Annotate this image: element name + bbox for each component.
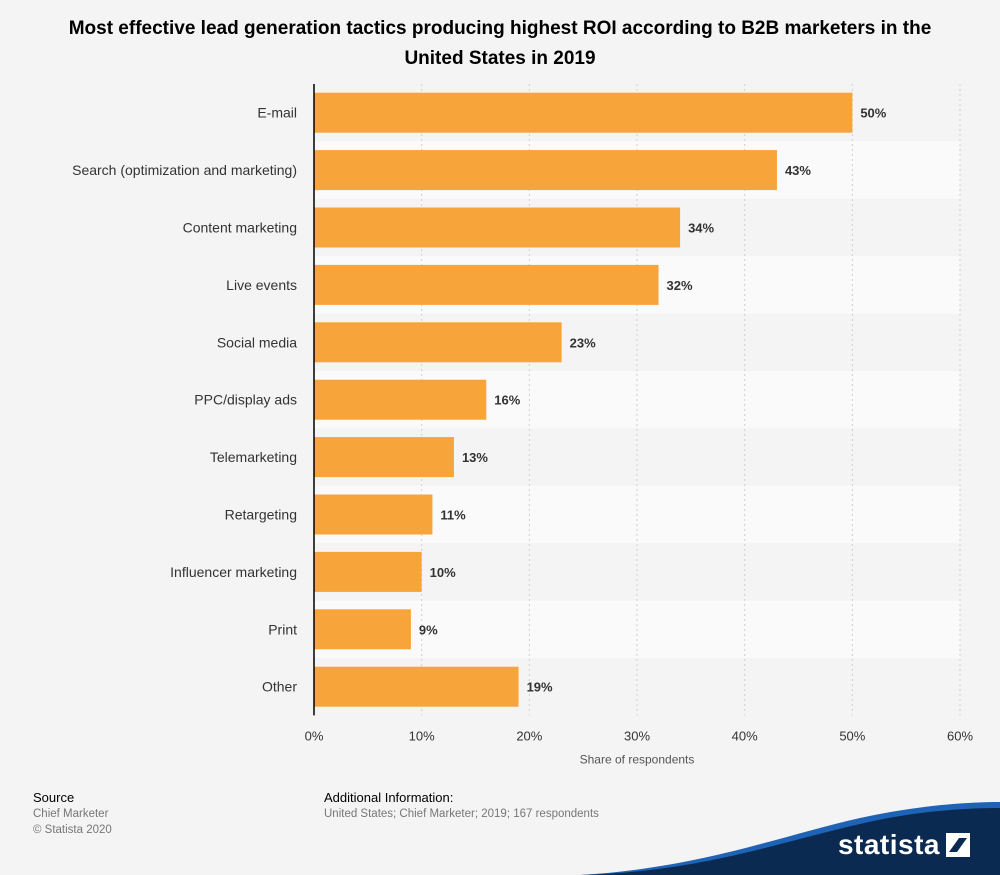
- category-label: Live events: [226, 277, 297, 293]
- statista-mark-icon: [946, 833, 970, 857]
- x-axis-title: Share of respondents: [580, 752, 695, 766]
- bars: [314, 92, 853, 707]
- x-tick-label: 20%: [516, 728, 542, 743]
- x-axis-ticks: 0% 10% 20% 30% 40% 50% 60%: [305, 728, 974, 743]
- additional-info-heading: Additional Information:: [324, 790, 454, 805]
- bar[interactable]: [314, 150, 777, 191]
- category-label: Content marketing: [183, 220, 297, 236]
- bar[interactable]: [314, 437, 454, 478]
- source-heading: Source: [33, 790, 75, 805]
- value-label: 19%: [527, 680, 553, 695]
- copyright: © Statista 2020: [33, 824, 112, 836]
- category-labels: E-mail Search (optimization and marketing…: [72, 105, 297, 695]
- category-label: Search (optimization and marketing): [72, 162, 297, 178]
- x-tick-label: 50%: [839, 728, 865, 743]
- value-label: 43%: [785, 163, 811, 178]
- x-tick-label: 30%: [624, 728, 650, 743]
- source-name[interactable]: Chief Marketer: [33, 808, 109, 820]
- category-label: Social media: [217, 334, 297, 350]
- x-tick-label: 10%: [409, 728, 435, 743]
- logo-text: statista: [837, 829, 940, 860]
- statista-logo[interactable]: statista: [580, 800, 1000, 875]
- value-label: 23%: [570, 335, 596, 350]
- bar[interactable]: [314, 609, 411, 650]
- x-tick-label: 40%: [732, 728, 758, 743]
- bar-chart: E-mail Search (optimization and marketing…: [72, 84, 974, 766]
- bar[interactable]: [314, 322, 562, 363]
- value-label: 11%: [440, 508, 466, 523]
- category-label: Print: [268, 621, 297, 637]
- source-block: Source Chief Marketer © Statista 2020: [33, 790, 112, 838]
- x-tick-label: 0%: [305, 728, 324, 743]
- bar[interactable]: [314, 92, 853, 133]
- value-labels: 50% 43% 34% 32% 23% 16% 13% 11% 10% 9% 19%: [419, 106, 887, 695]
- bar[interactable]: [314, 264, 659, 305]
- value-label: 32%: [667, 278, 693, 293]
- category-label: PPC/display ads: [194, 392, 297, 408]
- bar[interactable]: [314, 207, 681, 248]
- category-label: Influencer marketing: [170, 564, 297, 580]
- category-label: Retargeting: [225, 507, 297, 523]
- category-label: E-mail: [257, 105, 297, 121]
- value-label: 9%: [419, 622, 438, 637]
- additional-info-text: United States; Chief Marketer; 2019; 167…: [324, 808, 599, 820]
- additional-info-block: Additional Information: United States; C…: [324, 790, 599, 822]
- value-label: 16%: [494, 393, 520, 408]
- chart-title: Most effective lead generation tactics p…: [68, 18, 932, 69]
- bar[interactable]: [314, 379, 487, 420]
- value-label: 50%: [860, 106, 886, 121]
- category-label: Other: [262, 679, 297, 695]
- logo-swoosh: [580, 802, 1000, 875]
- value-label: 34%: [688, 221, 714, 236]
- value-label: 10%: [430, 565, 456, 580]
- bar[interactable]: [314, 551, 422, 592]
- bar[interactable]: [314, 494, 433, 535]
- category-label: Telemarketing: [210, 449, 297, 465]
- x-tick-label: 60%: [947, 728, 973, 743]
- bar[interactable]: [314, 666, 519, 707]
- value-label: 13%: [462, 450, 488, 465]
